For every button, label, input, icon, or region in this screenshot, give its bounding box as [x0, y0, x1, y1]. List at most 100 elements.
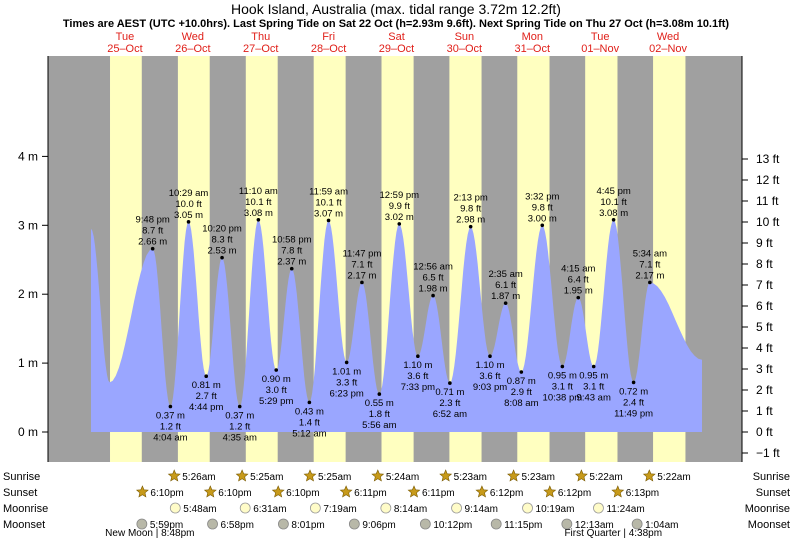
moonset-icon [561, 518, 573, 530]
tide-time: 8:08 am [504, 398, 538, 409]
tide-height-ft: 1.2 ft [229, 422, 250, 433]
right-tick-label: 6 ft [756, 299, 773, 313]
tide-height-ft: 8.7 ft [142, 226, 163, 237]
tide-height-m: 0.87 m [507, 376, 536, 387]
tide-height-ft: 7.8 ft [281, 246, 302, 257]
tide-point [488, 354, 492, 359]
right-tick-label: 7 ft [756, 278, 773, 292]
moonset-time: 1:04am [645, 520, 678, 531]
tide-height-ft: 6.1 ft [495, 280, 516, 291]
tide-height-m: 0.90 m [262, 374, 291, 385]
tide-height-m: 3.02 m [385, 212, 414, 223]
tide-height-ft: 2.3 ft [439, 398, 460, 409]
sunrise-icon [574, 469, 588, 482]
day-name: Tue [116, 31, 135, 43]
tide-time: 2:13 pm [454, 193, 488, 204]
sunset-time: 6:13pm [626, 488, 659, 499]
tide-height-m: 3.00 m [528, 213, 557, 224]
tide-area [91, 219, 702, 432]
day-name: Sat [388, 31, 405, 43]
row-label-right: Moonset [748, 519, 790, 531]
right-tick-label: 13 ft [756, 152, 780, 166]
moonrise-time: 11:24am [606, 504, 644, 515]
sunset-icon [271, 485, 285, 498]
right-tick-label: −1 ft [756, 446, 780, 460]
tide-time: 5:29 pm [259, 396, 293, 407]
sunset-icon [543, 485, 557, 498]
right-tick-label: 4 ft [756, 341, 773, 355]
tide-time: 3:32 pm [525, 191, 559, 202]
tide-height-m: 1.95 m [564, 286, 593, 297]
sunset-icon [339, 485, 353, 498]
sunrise-icon [371, 469, 385, 482]
day-name: Wed [182, 31, 204, 43]
right-tick-label: 2 ft [756, 383, 773, 397]
moonrise-time: 9:14am [465, 504, 498, 515]
moonset-time: 6:58pm [221, 520, 254, 531]
tide-time: 5:56 am [362, 420, 396, 431]
tide-point [397, 222, 402, 226]
sunset-time: 6:12pm [490, 488, 523, 499]
day-date: 29–Oct [379, 43, 414, 55]
tide-point [540, 223, 545, 228]
tide-point [274, 368, 279, 372]
moonrise-icon [309, 502, 321, 514]
tide-height-m: 0.37 m [225, 411, 254, 422]
sunrise-time: 5:22am [657, 472, 690, 483]
row-label-right: Sunset [756, 487, 790, 499]
day-name: Fri [322, 31, 335, 43]
sunset-time: 6:10pm [150, 488, 183, 499]
tide-height-m: 1.10 m [403, 360, 432, 371]
tide-labels: 9:48 pm8.7 ft2.66 m0.37 m1.2 ft4:04 am10… [136, 186, 668, 444]
day-date: 31–Oct [515, 43, 550, 55]
sunrise-icon [507, 469, 521, 482]
tide-curve [91, 219, 702, 432]
day-name: Thu [251, 31, 270, 43]
tide-height-m: 2.66 m [138, 237, 167, 248]
tide-height-m: 1.01 m [332, 366, 361, 377]
tide-time: 11:47 pm [342, 248, 381, 259]
tide-height-m: 2.17 m [347, 270, 376, 281]
tide-point [503, 301, 508, 305]
tide-time: 9:03 pm [473, 382, 507, 393]
tide-height-ft: 7.1 ft [639, 259, 660, 270]
tide-point [150, 246, 155, 251]
tide-height-ft: 3.1 ft [552, 382, 573, 393]
tide-height-m: 2.37 m [277, 257, 306, 268]
row-label-left: Moonrise [3, 503, 48, 515]
tide-point [237, 404, 242, 409]
sunset-time: 6:10pm [286, 488, 319, 499]
tide-height-ft: 6.4 ft [568, 275, 589, 286]
tide-point [648, 280, 652, 285]
tide-height-ft: 2.7 ft [196, 391, 217, 402]
sunset-time: 6:12pm [558, 488, 591, 499]
tide-point [307, 400, 312, 405]
left-tick-label: 2 m [18, 287, 38, 301]
moonset-icon [419, 518, 431, 530]
tide-time: 9:43 am [577, 393, 611, 404]
tide-time: 6:52 am [433, 409, 467, 420]
right-tick-label: 1 ft [756, 404, 773, 418]
moonset-time: 9:06pm [362, 520, 395, 531]
moonset-icon [348, 518, 360, 530]
moon-phase-label: First Quarter | 4:38pm [564, 528, 662, 539]
tide-time: 6:23 pm [329, 388, 363, 399]
moonset-icon [490, 518, 502, 530]
day-date: 26–Oct [175, 43, 210, 55]
tide-height-ft: 1.4 ft [299, 417, 320, 428]
day-date: 01–Nov [581, 43, 619, 55]
row-label-right: Moonrise [745, 503, 790, 515]
tide-time: 11:49 pm [614, 408, 653, 419]
moonrise-time: 10:19am [536, 504, 575, 515]
tide-height-ft: 1.2 ft [160, 422, 181, 433]
tide-time: 2:35 am [488, 269, 522, 280]
tide-point [519, 370, 524, 374]
sunrise-time: 5:25am [250, 472, 283, 483]
sunset-time: 6:10pm [218, 488, 251, 499]
tide-time: 11:10 am [239, 186, 278, 197]
tide-point [448, 381, 452, 385]
tide-height-m: 0.72 m [619, 386, 648, 397]
tide-height-ft: 10.1 ft [315, 197, 342, 208]
tide-point [631, 380, 636, 385]
tide-height-ft: 9.8 ft [532, 202, 553, 213]
